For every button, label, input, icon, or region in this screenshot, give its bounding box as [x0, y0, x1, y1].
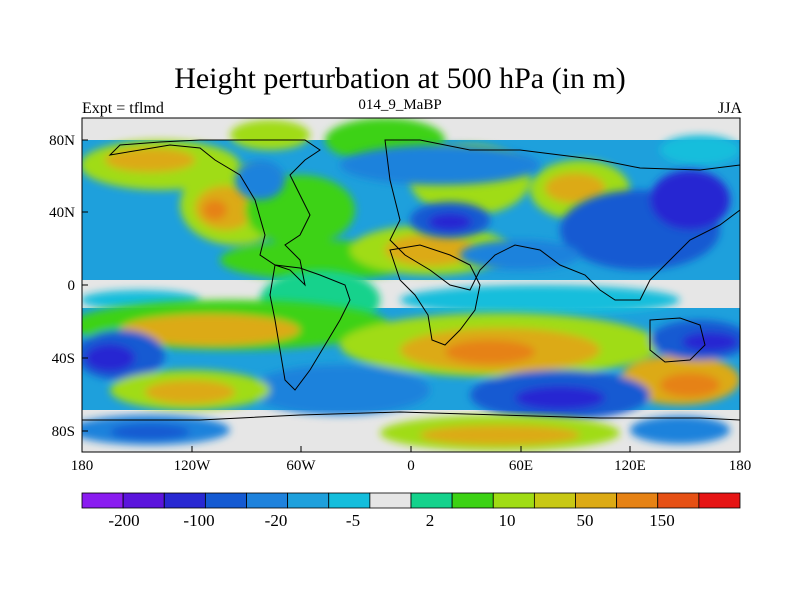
colorbar-swatch	[451, 492, 494, 509]
lon-tick-label: 60E	[509, 458, 533, 474]
colorbar-swatch	[369, 492, 412, 509]
colorbar-label: -200	[108, 511, 139, 530]
colorbar-labels: -200 -100 -20 -5 2 10 50 150	[108, 511, 674, 530]
lat-tick-label: 0	[68, 278, 76, 294]
colorbar-swatch	[328, 492, 371, 509]
lat-tick-label: 80S	[52, 424, 75, 440]
colorbar-label: 150	[649, 511, 675, 530]
colorbar-swatch	[492, 492, 535, 509]
season-label: JJA	[717, 100, 742, 117]
lat-axis: 80N 40N 0 40S 80S	[49, 133, 88, 440]
lon-tick-label: 180	[729, 458, 752, 474]
colorbar-swatch	[246, 492, 289, 509]
colorbar-label: 2	[426, 511, 435, 530]
colorbar-swatch	[698, 492, 741, 509]
colorbar-label: -100	[183, 511, 214, 530]
lat-tick-label: 40S	[52, 351, 75, 367]
colorbar-swatch	[575, 492, 618, 509]
colorbar-swatch	[163, 492, 206, 509]
colorbar-swatch	[204, 492, 247, 509]
run-id-label: 014_9_MaBP	[358, 97, 442, 113]
coastlines	[82, 139, 740, 421]
contour-field	[82, 118, 740, 452]
colorbar-swatch	[410, 492, 453, 509]
lon-tick-label: 120E	[614, 458, 646, 474]
colorbar-swatch	[533, 492, 576, 509]
colorbar-label: -20	[265, 511, 288, 530]
lat-tick-label: 40N	[49, 205, 75, 221]
lon-axis: 180 120W 60W 0 60E 120E 180	[71, 446, 752, 474]
colorbar-swatch	[122, 492, 165, 509]
colorbar-swatch	[657, 492, 700, 509]
colorbar-label: 50	[577, 511, 594, 530]
plot-title: Height perturbation at 500 hPa (in m)	[174, 62, 626, 95]
lon-tick-label: 0	[407, 458, 415, 474]
lon-tick-label: 120W	[174, 458, 212, 474]
lon-tick-label: 60W	[286, 458, 316, 474]
colorbar	[81, 492, 741, 509]
lon-tick-label: 180	[71, 458, 94, 474]
colorbar-swatch	[287, 492, 330, 509]
colorbar-label: 10	[499, 511, 516, 530]
colorbar-swatch	[81, 492, 124, 509]
colorbar-label: -5	[346, 511, 360, 530]
colorbar-swatch	[616, 492, 659, 509]
experiment-label: Expt = tflmd	[82, 100, 164, 117]
lat-tick-label: 80N	[49, 133, 75, 149]
